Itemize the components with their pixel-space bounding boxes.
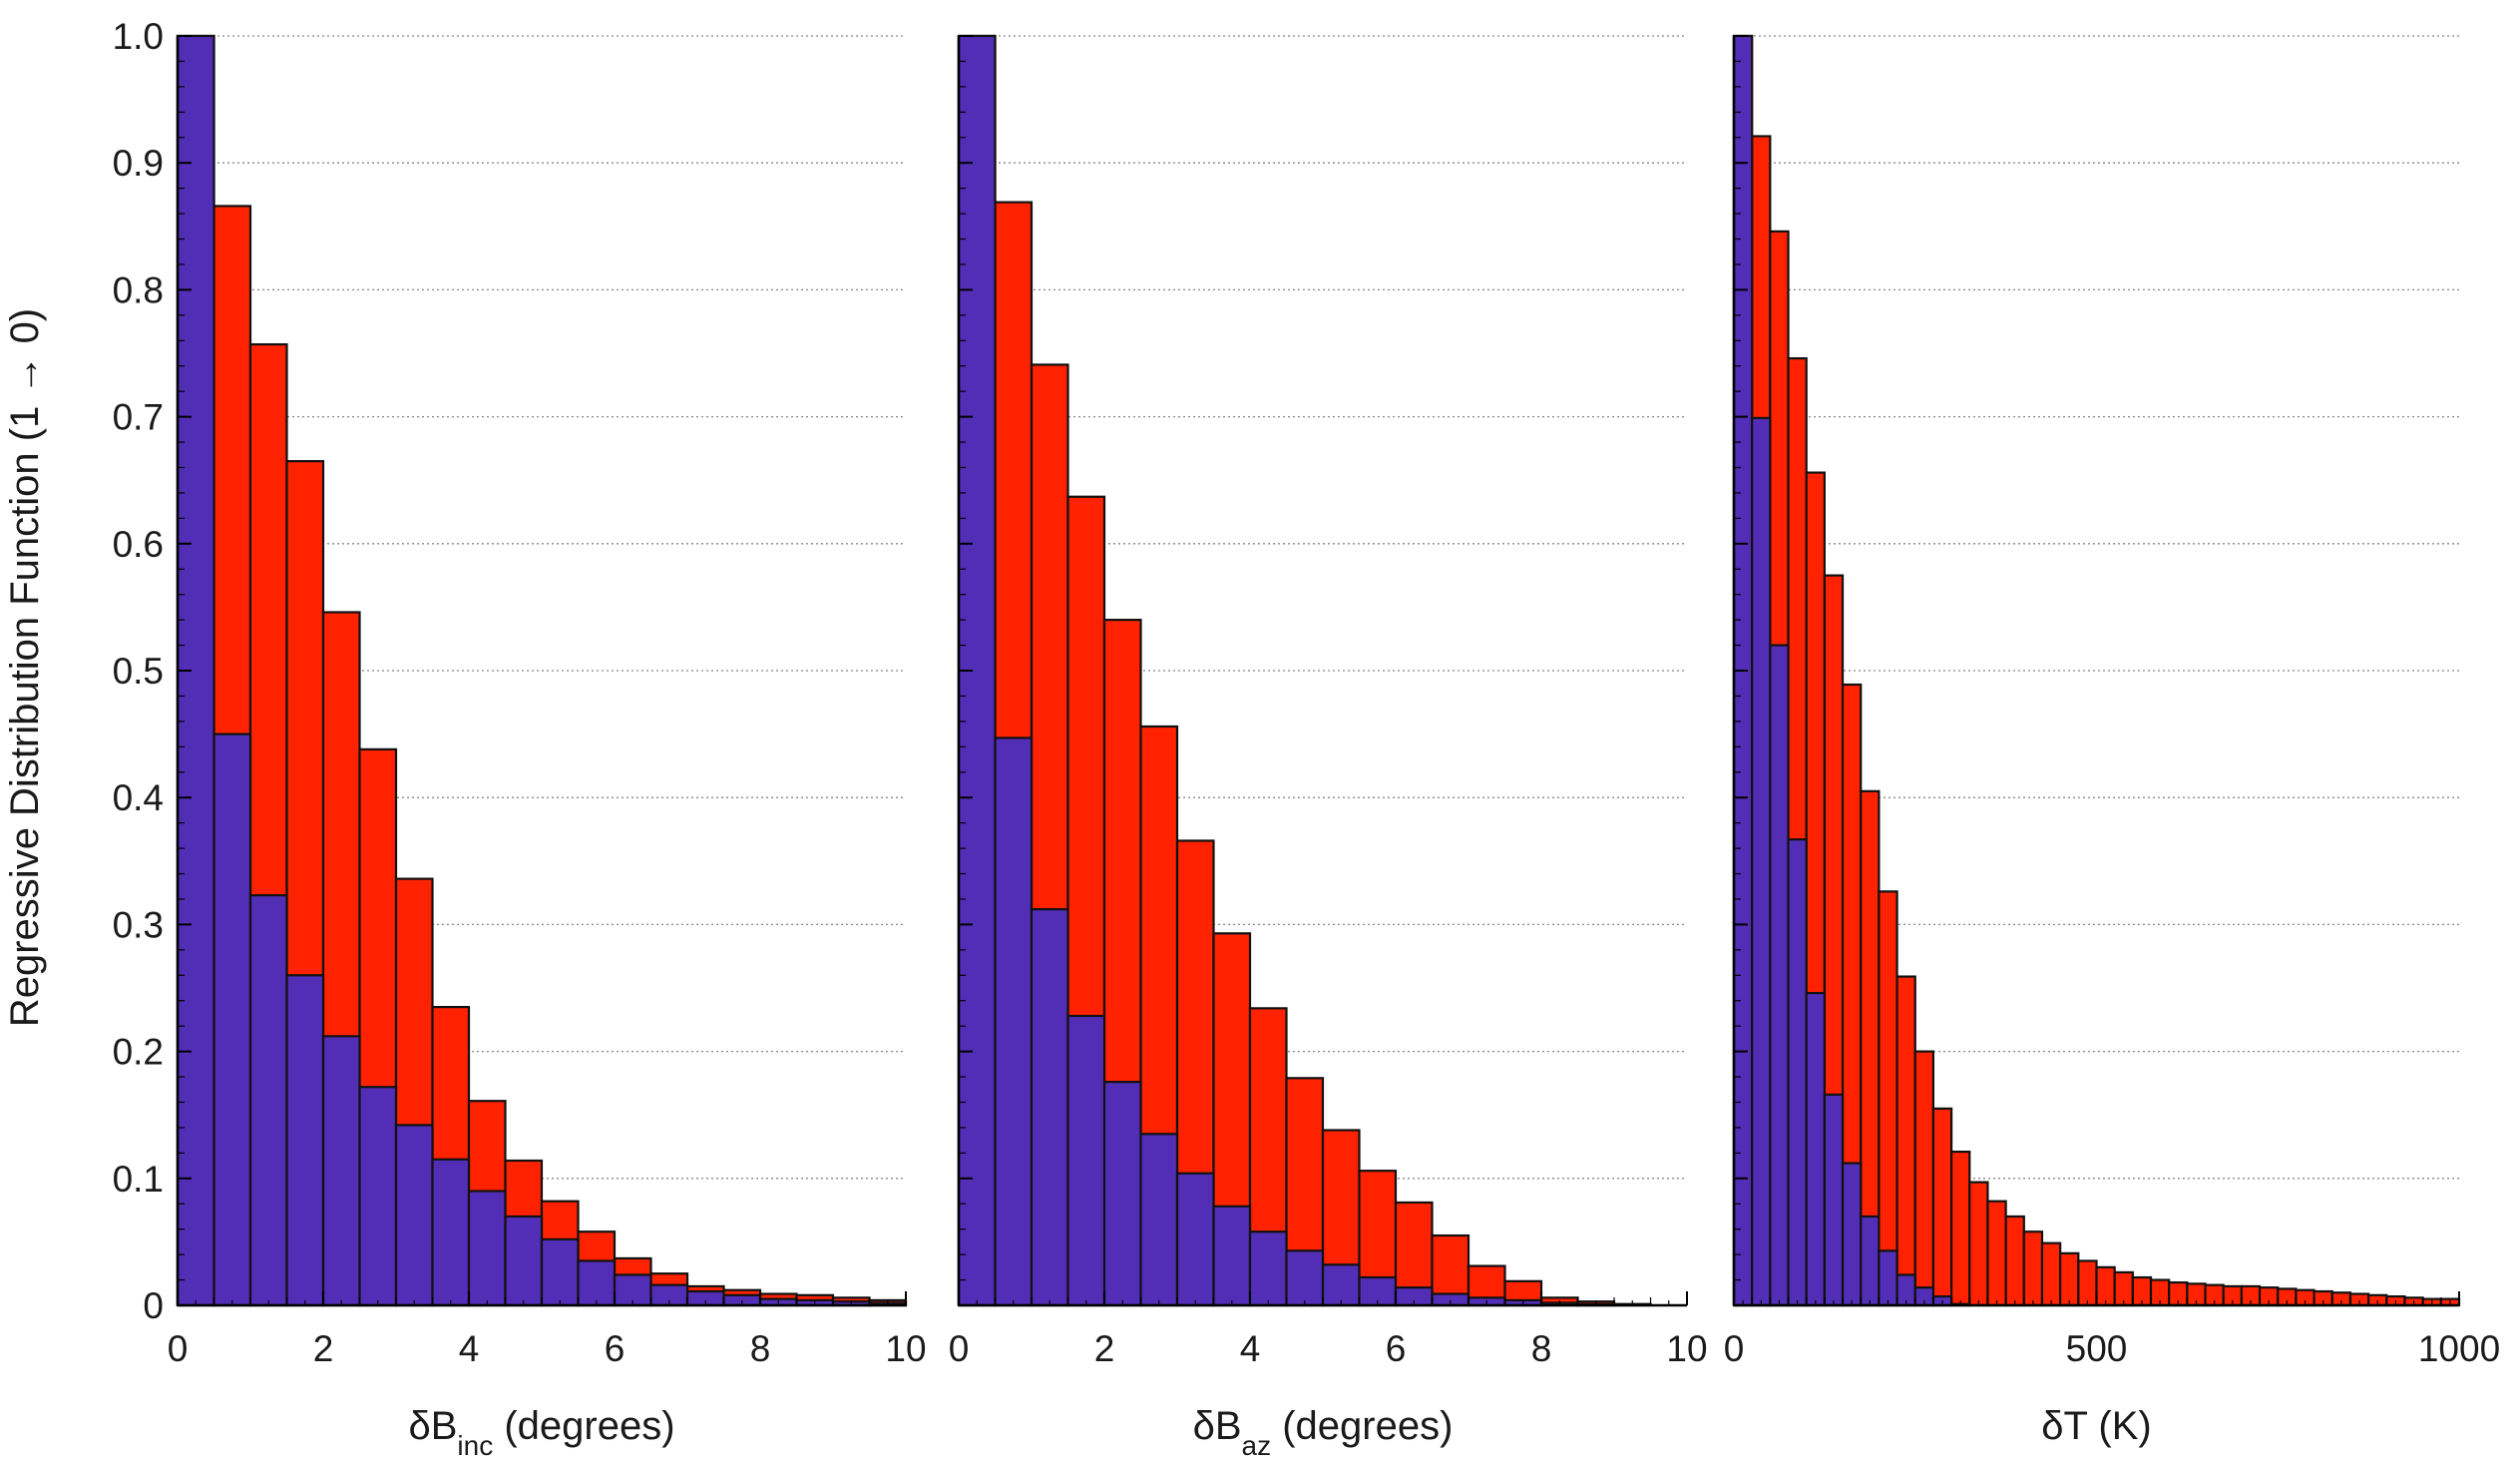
bar <box>2095 1265 2116 1307</box>
bar <box>2077 1259 2098 1307</box>
bar <box>1878 890 1898 1307</box>
panel-3: 0 500 1000 δT (K) <box>1724 34 2500 1448</box>
bar <box>994 736 1034 1307</box>
y-tick-label: 0.4 <box>113 777 164 818</box>
x-axis-label: δBinc (degrees) <box>408 1404 674 1461</box>
bar <box>1823 1093 1845 1307</box>
bar <box>467 1190 507 1307</box>
x-tick-label: 0 <box>949 1328 970 1369</box>
x-tick-label: 0 <box>168 1328 189 1369</box>
bar <box>358 1086 398 1307</box>
bar <box>1321 1263 1361 1307</box>
bar <box>285 974 325 1307</box>
bar <box>1285 1249 1325 1307</box>
x-tick-label: 2 <box>313 1328 334 1369</box>
bar <box>1986 1200 2007 1307</box>
y-tick-label: 0.6 <box>113 524 164 565</box>
x-tick-label: 6 <box>605 1328 626 1369</box>
bar <box>1841 1162 1863 1307</box>
y-tick-label: 0.2 <box>113 1032 164 1073</box>
x-tick-label: 0 <box>1724 1328 1745 1369</box>
x-tick-label: 2 <box>1094 1328 1115 1369</box>
bar <box>1066 1014 1106 1307</box>
bar <box>1931 1107 1953 1307</box>
series-blue <box>957 34 1616 1307</box>
bar <box>1968 1181 1989 1307</box>
bar <box>540 1237 580 1307</box>
bar <box>1949 1150 1971 1307</box>
y-axis-label: Regressive Distribution Function (1 → 0) <box>3 308 47 1027</box>
y-tick-label: 0.1 <box>113 1159 164 1200</box>
bar <box>321 1035 361 1307</box>
panels: 0 0.1 0.2 0.3 0.4 0.5 0.6 0.7 0.8 0.9 1.0 0 2 4 6 8 10 δB… <box>113 16 2501 1461</box>
bar <box>1102 1081 1142 1307</box>
x-tick-label: 10 <box>1666 1328 1707 1369</box>
bar <box>613 1273 652 1307</box>
y-tick-label: 0 <box>143 1285 164 1326</box>
panel-1: 0 0.1 0.2 0.3 0.4 0.5 0.6 0.7 0.8 0.9 1.0 0 2 4 6 8 10 δB… <box>113 16 927 1461</box>
x-axis-label-sub: az <box>1242 1430 1272 1461</box>
bar <box>1860 1215 1881 1307</box>
bar <box>2004 1215 2025 1307</box>
bar <box>1751 416 1772 1307</box>
x-axis-label-main: δB <box>1193 1404 1242 1448</box>
panel-2: 0 2 4 6 8 10 δBaz (degrees) <box>949 34 1708 1461</box>
x-axis-label-rest: (K) <box>2087 1404 2151 1448</box>
x-axis-label-main: δB <box>408 1404 457 1448</box>
x-axis-label-rest: (degrees) <box>493 1404 674 1448</box>
bar <box>1139 1133 1179 1307</box>
x-axis-label-main: δT <box>2041 1404 2087 1448</box>
bar <box>1913 1050 1935 1307</box>
bar <box>1805 991 1826 1307</box>
bar <box>394 1124 434 1307</box>
y-tick-label: 0.7 <box>113 397 164 438</box>
bar <box>504 1215 544 1307</box>
x-tick-label: 8 <box>1531 1328 1552 1369</box>
bar <box>431 1158 471 1307</box>
bar <box>248 894 288 1307</box>
bar <box>1787 838 1808 1307</box>
bar <box>1212 1205 1252 1307</box>
bar <box>2022 1230 2044 1307</box>
x-tick-label: 1000 <box>2418 1328 2500 1369</box>
x-axis-label: δBaz (degrees) <box>1193 1404 1454 1461</box>
bar <box>212 732 252 1307</box>
bar <box>2059 1251 2080 1307</box>
y-tick-label: 0.5 <box>113 651 164 692</box>
x-tick-label: 6 <box>1386 1328 1407 1369</box>
y-tick-label: 0.8 <box>113 269 164 310</box>
x-tick-label: 4 <box>459 1328 480 1369</box>
x-tick-label: 4 <box>1240 1328 1261 1369</box>
y-tick-label: 0.3 <box>113 904 164 945</box>
bar <box>1175 1172 1215 1307</box>
x-tick-label: 8 <box>750 1328 771 1369</box>
bar <box>577 1259 617 1307</box>
x-axis-label-sub: inc <box>457 1430 493 1461</box>
bar <box>1878 1249 1898 1307</box>
bar <box>2040 1241 2062 1307</box>
x-tick-label: 10 <box>885 1328 926 1369</box>
x-tick-label: 500 <box>2066 1328 2128 1369</box>
bar <box>1248 1230 1288 1307</box>
y-tick-label: 0.9 <box>113 143 164 184</box>
y-tick-label: 1.0 <box>113 16 164 57</box>
x-axis-label-rest: (degrees) <box>1271 1404 1453 1448</box>
bar <box>1769 644 1790 1307</box>
bar <box>1895 975 1916 1307</box>
x-axis-label: δT (K) <box>2041 1404 2151 1448</box>
bar <box>1030 908 1069 1307</box>
